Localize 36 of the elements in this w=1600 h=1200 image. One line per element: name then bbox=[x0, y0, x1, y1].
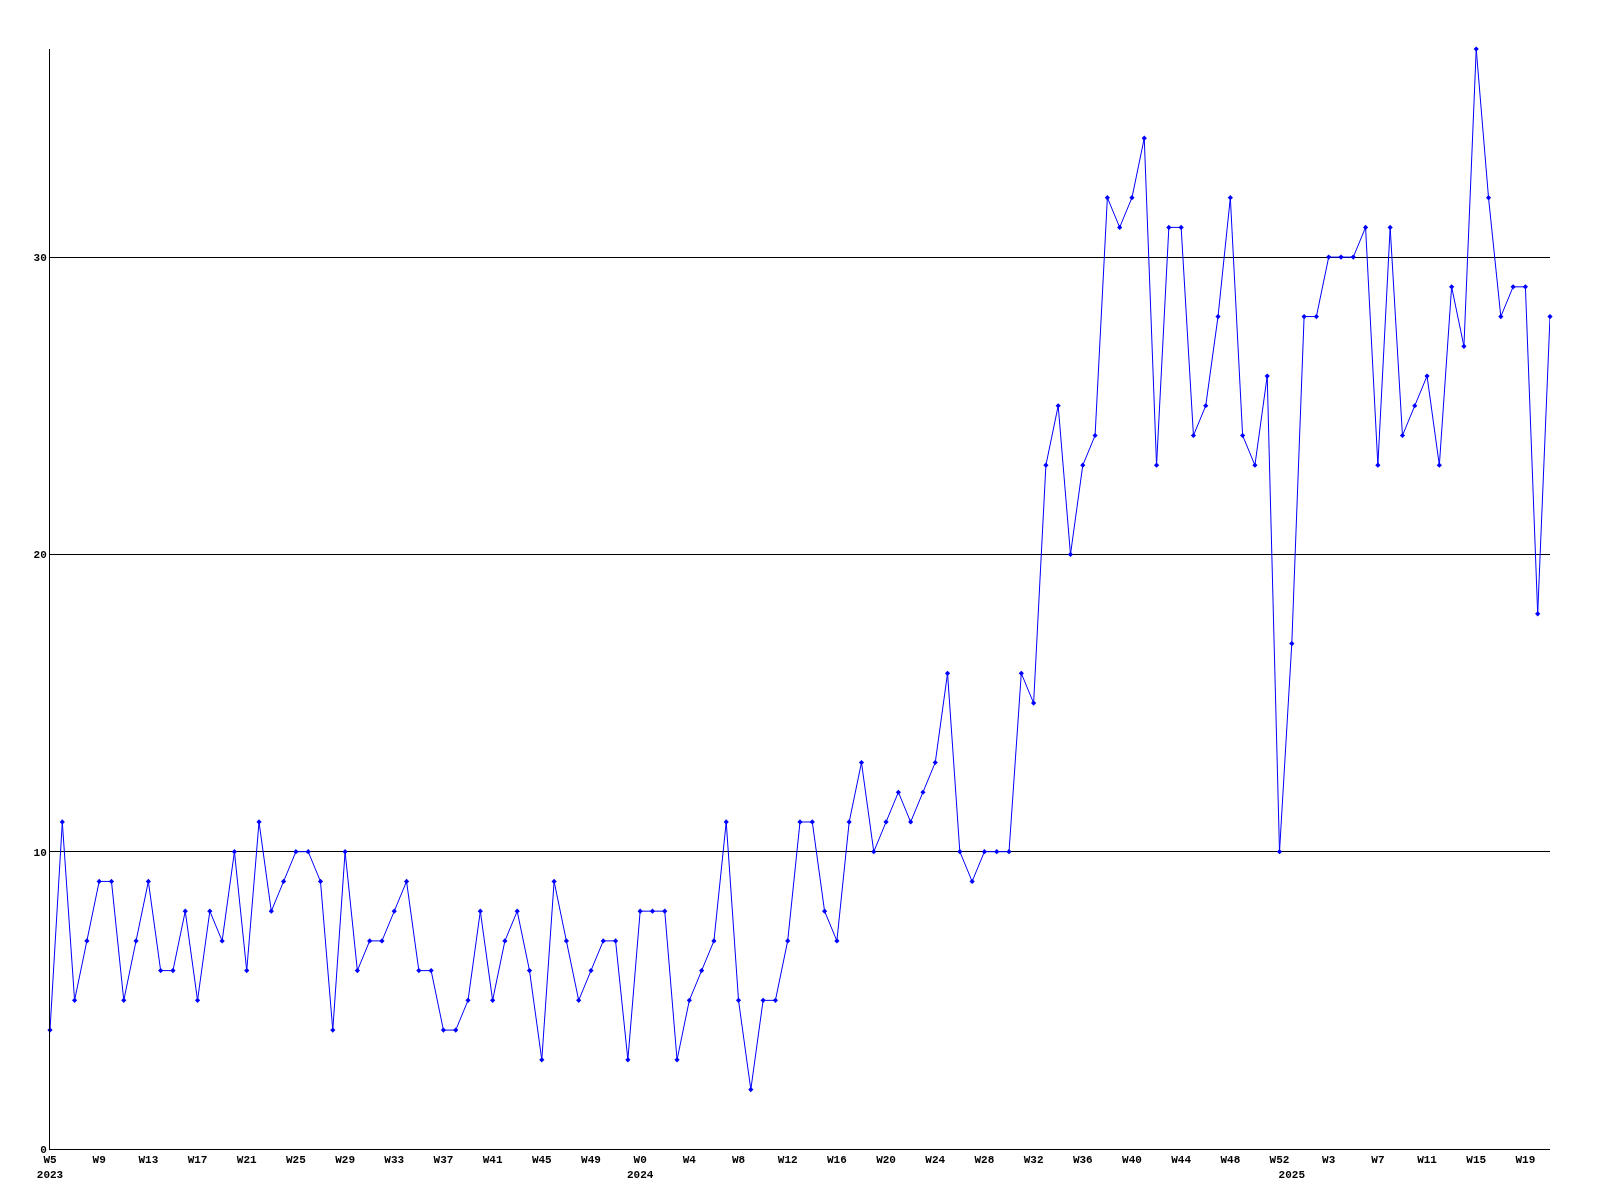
x-tick-label: W45 bbox=[531, 1154, 553, 1167]
x-tick-label: 2025 bbox=[1278, 1168, 1306, 1181]
x-tick-label: W36 bbox=[1072, 1154, 1093, 1167]
x-tick-label: W41 bbox=[482, 1154, 503, 1167]
x-tick-label: W19 bbox=[1515, 1154, 1536, 1167]
x-tick-label: W5 2023 bbox=[36, 1154, 64, 1181]
x-tick-label: W25 bbox=[285, 1154, 307, 1167]
x-tick-label: W13 bbox=[138, 1154, 159, 1167]
y-tick-label: 20 bbox=[33, 549, 47, 562]
x-tick-label: W48 bbox=[1220, 1154, 1241, 1167]
y-tick-label: 0 bbox=[40, 1143, 47, 1156]
x-tick-label: W21 bbox=[236, 1154, 258, 1167]
x-tick-label: W24 bbox=[925, 1154, 946, 1167]
x-tick-label: W12 bbox=[777, 1154, 798, 1167]
x-tick-label: W9 bbox=[92, 1154, 106, 1167]
x-tick-label: W11 bbox=[1417, 1154, 1438, 1167]
x-tick-label: W17 bbox=[187, 1154, 208, 1167]
y-tick-label: 10 bbox=[33, 846, 47, 859]
x-tick-label: W7 bbox=[1371, 1154, 1385, 1167]
x-tick-label: W20 bbox=[876, 1154, 896, 1167]
x-tick-label: W44 bbox=[1171, 1154, 1192, 1167]
x-tick-label: W33 bbox=[384, 1154, 405, 1167]
x-tick-label: W3 bbox=[1322, 1154, 1336, 1167]
x-tick-label: W8 bbox=[731, 1154, 746, 1167]
x-tick-label: W4 bbox=[682, 1154, 697, 1167]
x-tick-label: W37 bbox=[433, 1154, 454, 1167]
x-tick-label: W29 bbox=[335, 1154, 355, 1167]
x-tick-label: W0 2024 bbox=[626, 1154, 654, 1181]
x-tick-label: W15 bbox=[1466, 1154, 1487, 1167]
x-tick-label: W32 bbox=[1023, 1154, 1044, 1167]
y-tick-label: 30 bbox=[33, 251, 47, 264]
x-tick-label: W52 bbox=[1269, 1154, 1290, 1167]
x-tick-label: W49 bbox=[581, 1154, 601, 1167]
x-tick-label: W28 bbox=[974, 1154, 995, 1167]
x-tick-label: W40 bbox=[1122, 1154, 1142, 1167]
x-tick-label: W16 bbox=[826, 1154, 847, 1167]
